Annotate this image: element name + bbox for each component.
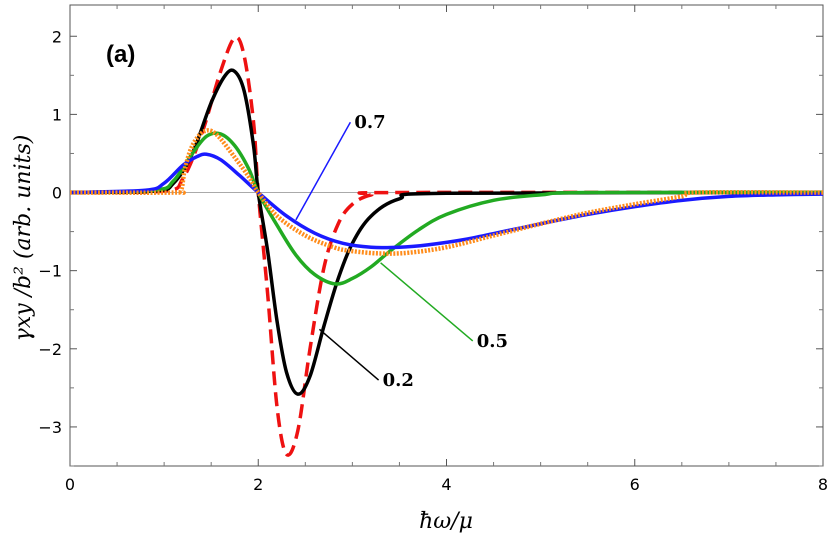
series-line-2: [69, 131, 824, 286]
y-axis-label: γxy /b² (arb. units): [11, 135, 36, 342]
annotation-label: 0.5: [477, 331, 508, 352]
panel-label: (a): [106, 41, 135, 68]
series-layer: [69, 35, 824, 457]
axis-ticks: 0 2 4 6 8 2 1 0 −1 −2 −3: [38, 5, 828, 494]
x-tick-label: 8: [818, 475, 828, 494]
annotation-label: 0.2: [383, 370, 414, 391]
plot-frame: [69, 4, 824, 467]
annotation-label: 0.7: [354, 112, 385, 133]
x-tick-label: 2: [253, 475, 263, 494]
annotation-layer: 0.7 0.5 0.2: [295, 112, 508, 391]
annotation-leader: [318, 328, 380, 381]
y-tick-label: 2: [52, 27, 62, 46]
y-tick-label: 0: [52, 184, 62, 203]
y-tick-label: −1: [38, 262, 62, 281]
y-tick-label: 1: [52, 105, 62, 124]
series-line-1: [69, 68, 824, 396]
series-line-4: [69, 128, 824, 256]
x-tick-label: 4: [441, 475, 451, 494]
x-tick-label: 6: [630, 475, 640, 494]
y-tick-label: −2: [38, 340, 62, 359]
annotation-leader: [295, 121, 352, 221]
annotation-leader: [380, 262, 474, 342]
plot-border: [69, 4, 824, 467]
y-tick-label: −3: [38, 418, 62, 437]
series-line-3: [69, 152, 824, 250]
x-axis-label: ħω/μ: [419, 509, 473, 534]
x-tick-label: 0: [65, 475, 75, 494]
